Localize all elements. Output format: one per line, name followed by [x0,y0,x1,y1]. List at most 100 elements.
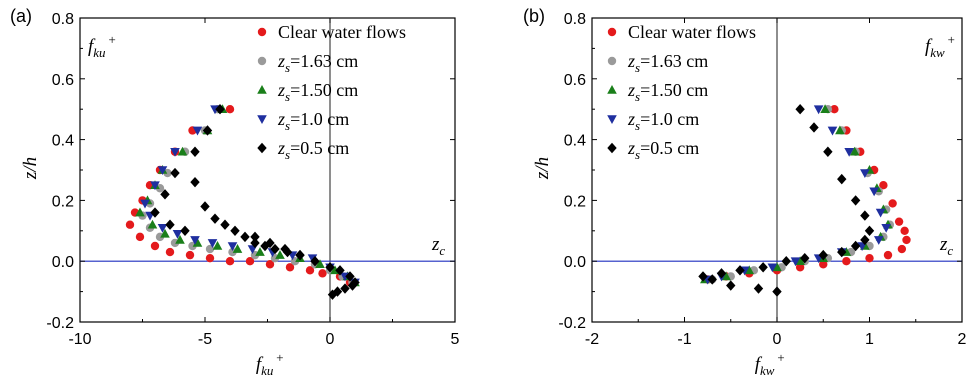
data-point [795,104,805,115]
data-point [200,201,210,212]
data-point [175,234,185,244]
data-point [250,231,260,243]
data-point [147,219,158,229]
data-point [157,223,168,233]
panel-b: -2 -1 0 1 2 -0.2 0.0 0.2 0.4 0.6 0.8 (b) fkw+ zc fkw+ z… [523,6,967,378]
legend-marker [257,27,267,37]
data-point [875,208,886,218]
data-point [255,247,265,256]
data-point [830,105,839,114]
data-point [800,252,810,264]
data-point [318,269,327,278]
data-point [227,242,238,251]
data-point [210,213,220,224]
data-point [902,235,911,245]
data-point [809,122,819,133]
y-tick-label: 0.6 [52,72,74,89]
y-tick-label: 0.6 [564,72,586,89]
x-tick-label: 1 [865,331,874,348]
data-point [240,231,250,243]
data-point [265,260,275,269]
data-point [270,243,280,255]
legend-label: zs=1.0 cm [277,109,349,133]
data-point [347,280,358,291]
data-point [716,268,727,279]
data-point [849,146,860,156]
y-tick-label: -0.2 [558,315,586,332]
data-point [150,207,160,218]
legend-label: zs=1.63 cm [627,51,708,75]
data-point [150,181,160,191]
data-point [860,169,870,179]
data-point [260,240,270,252]
y-tick-label: 0.0 [564,254,586,271]
data-point [215,104,225,115]
data-point [897,244,907,254]
legend-marker [607,142,617,154]
data-point [894,217,904,226]
data-point [325,262,335,273]
panel-label: (b) [523,6,545,26]
data-point [165,219,175,230]
data-point [160,189,170,200]
series-z05 [698,104,875,297]
data-point [860,210,870,221]
data-point [823,146,833,157]
data-point [170,167,180,179]
data-point [795,263,805,272]
data-point [315,259,325,269]
legend-label: zs=0.5 cm [277,138,349,162]
legend: Clear water flows zs=1.63 cm zs=1.50 cm zs=… [257,22,406,162]
data-point [190,146,200,157]
data-point [135,232,145,242]
y-axis-label: z/h [532,157,553,180]
legend-label: zs=1.50 cm [627,80,708,104]
legend-label: Clear water flows [278,22,406,42]
legend-label: Clear water flows [628,22,756,42]
data-point [220,219,230,230]
data-point [781,256,791,267]
data-point [772,262,782,272]
legend-marker [257,85,267,94]
x-axis-label: fku+ [256,350,284,378]
legend-label: zs=1.63 cm [277,51,358,75]
data-point [205,253,215,263]
data-point [165,247,175,257]
data-point [883,250,893,260]
data-point [744,265,755,275]
y-tick-label: 0.0 [52,254,74,271]
series-z05 [150,104,360,300]
data-point [335,265,345,276]
data-point [698,271,708,282]
data-point [172,230,183,239]
data-point [844,147,854,157]
legend-marker [257,56,267,66]
legend-marker [257,142,267,154]
data-point [772,286,782,297]
data-point [860,234,870,246]
data-point [735,265,745,276]
x-tick-label: -5 [198,331,212,348]
data-point [212,241,223,250]
data-point [285,263,295,272]
y-tick-label: 0.4 [564,133,586,150]
x-tick-label: -10 [68,331,91,348]
data-point [879,181,888,190]
y-tick-label: -0.2 [46,315,74,332]
series-z10 [702,105,891,285]
legend-marker [257,115,267,124]
data-point [157,166,168,175]
data-point [813,105,824,115]
data-point [202,125,213,136]
data-point [827,126,838,136]
data-point [790,257,801,267]
legend-marker [607,85,617,94]
x-tick-label: 0 [773,331,782,348]
data-point [726,280,736,291]
data-point [190,176,200,188]
data-point [275,250,285,259]
data-point [842,257,851,266]
data-point [837,173,847,185]
panel-a: -10 -5 0 5 -0.2 0.0 0.2 0.4 0.6 0.8 (a) fku+ zc fku+ z… [10,6,460,378]
data-point [150,241,160,251]
